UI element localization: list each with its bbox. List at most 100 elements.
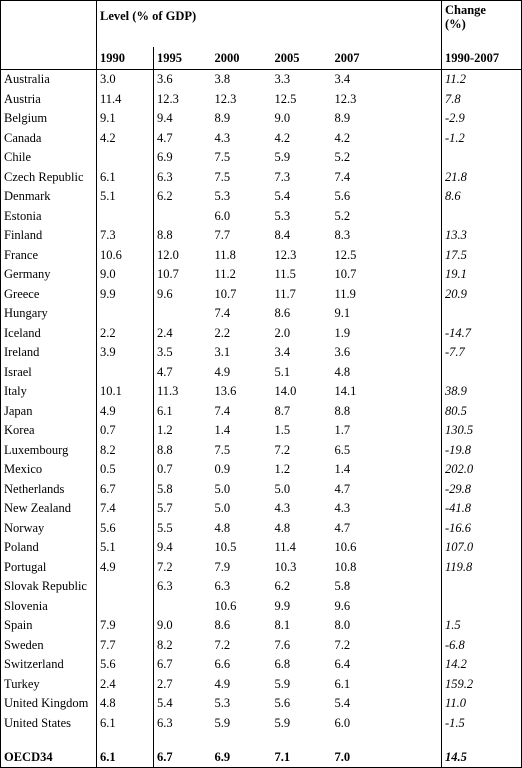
value-cell: 7.1 (271, 747, 332, 768)
value-cell: 10.7 (334, 267, 357, 282)
table-row: Korea 0.7 1.2 1.4 1.5 1.7 130.5 (0, 421, 522, 441)
value-cell: 5.5 (157, 520, 173, 535)
country-cell: Canada (0, 128, 97, 148)
value-cell: 10.7 (214, 286, 237, 301)
change-cell: -1.2 (441, 128, 522, 148)
table-row: Portugal 4.9 7.2 7.9 10.3 10.8 119.8 (0, 557, 522, 577)
value-cell: 10.6 (334, 540, 357, 555)
value-cell: 7.7 (96, 635, 154, 655)
country-cell: New Zealand (0, 499, 97, 519)
value-cell: 1.2 (274, 462, 291, 477)
value-cell: 7.2 (157, 559, 173, 574)
value-cell: 11.2 (214, 267, 236, 282)
value-cell: 9.4 (157, 111, 173, 126)
value-cell: 9.0 (96, 265, 154, 285)
country-cell: Turkey (0, 674, 97, 694)
change-cell: 80.5 (441, 401, 522, 421)
value-cell: 2.0 (274, 325, 291, 340)
country-cell: Germany (0, 265, 97, 285)
value-cell: 7.4 (334, 169, 351, 184)
country-cell: Italy (0, 382, 97, 402)
change-cell: 38.9 (441, 382, 522, 402)
value-cell: 9.1 (334, 306, 351, 321)
spacer-cell (212, 733, 272, 747)
change-cell (441, 304, 522, 324)
value-cell: 8.9 (334, 111, 351, 126)
value-cell: 12.3 (274, 247, 297, 262)
change-cell: 8.6 (441, 187, 522, 207)
value-cell: 6.0 (214, 208, 231, 223)
change-cell: 11.0 (441, 694, 522, 714)
value-cell: 6.7 (157, 657, 173, 672)
value-cell: 9.9 (96, 284, 154, 304)
value-cell: 6.6 (214, 657, 231, 672)
country-cell: Korea (0, 421, 97, 441)
value-cell: 5.6 (96, 655, 154, 675)
value-cell: 9.1 (96, 109, 154, 129)
country-cell: Luxembourg (0, 440, 97, 460)
table-row: Iceland 2.2 2.4 2.2 2.0 1.9 -14.7 (0, 323, 522, 343)
change-cell: 107.0 (441, 538, 522, 558)
change-cell: -7.7 (441, 343, 522, 363)
value-cell: 12.3 (334, 91, 357, 106)
value-cell: 4.8 (96, 694, 154, 714)
value-cell: 5.3 (274, 208, 291, 223)
value-cell: 4.9 (96, 401, 154, 421)
value-cell: 6.9 (211, 747, 272, 768)
value-cell: 7.5 (214, 442, 231, 457)
value-cell: 6.8 (274, 657, 291, 672)
change-cell: -19.8 (441, 440, 522, 460)
value-cell: 10.8 (334, 559, 357, 574)
country-cell: Poland (0, 538, 97, 558)
value-cell: 4.7 (157, 130, 173, 145)
spacer-cell (154, 733, 212, 747)
table-row: Ireland 3.9 3.5 3.1 3.4 3.6 -7.7 (0, 343, 522, 363)
value-cell: 0.9 (214, 462, 231, 477)
value-cell: 11.8 (214, 247, 236, 262)
value-cell: 10.6 (214, 598, 237, 613)
country-cell: Sweden (0, 635, 97, 655)
value-cell: 9.0 (274, 111, 291, 126)
country-cell: Switzerland (0, 655, 97, 675)
value-cell: 3.0 (96, 69, 154, 90)
value-cell: 7.5 (214, 150, 231, 165)
country-cell: Greece (0, 284, 97, 304)
value-cell: 6.7 (153, 747, 212, 768)
total-row: OECD34 6.1 6.7 6.9 7.1 7.0 14.5 (0, 747, 522, 768)
value-cell: 5.2 (334, 150, 351, 165)
value-cell: 5.6 (96, 518, 154, 538)
value-cell: 6.1 (96, 167, 154, 187)
value-cell: 4.8 (334, 364, 351, 379)
value-cell: 8.6 (214, 618, 231, 633)
country-cell: Austria (0, 89, 97, 109)
spacer-cell (441, 733, 522, 747)
value-cell: 4.2 (334, 130, 351, 145)
value-cell: 10.7 (157, 267, 179, 282)
value-cell: 11.5 (274, 267, 296, 282)
value-cell: 12.3 (157, 91, 179, 106)
value-cell: 7.2 (214, 637, 231, 652)
year-header: 2005 (271, 47, 332, 70)
value-cell: 13.6 (214, 384, 237, 399)
value-cell: 3.3 (274, 72, 291, 87)
change-cell: 19.1 (441, 265, 522, 285)
value-cell: 11.3 (157, 384, 179, 399)
country-cell: Chile (0, 148, 97, 168)
value-cell: 12.5 (274, 91, 297, 106)
value-cell: 5.9 (274, 150, 291, 165)
table-row: Finland 7.3 8.8 7.7 8.4 8.3 13.3 (0, 226, 522, 246)
table-row: United Kingdom 4.8 5.4 5.3 5.6 5.4 11.0 (0, 694, 522, 714)
country-cell: Denmark (0, 187, 97, 207)
value-cell: 5.2 (334, 208, 351, 223)
value-cell: 7.2 (334, 637, 351, 652)
table-row: Switzerland 5.6 6.7 6.6 6.8 6.4 14.2 (0, 655, 522, 675)
value-cell: 6.3 (157, 169, 173, 184)
country-cell: Norway (0, 518, 97, 538)
year-header: 2007 (331, 47, 442, 70)
value-cell: 5.4 (274, 189, 291, 204)
table-row: Netherlands 6.7 5.8 5.0 5.0 4.7 -29.8 (0, 479, 522, 499)
spacer-cell (96, 733, 154, 747)
value-cell: 4.9 (214, 364, 231, 379)
value-cell: 10.1 (96, 382, 154, 402)
table-row: Greece 9.9 9.6 10.7 11.7 11.9 20.9 (0, 284, 522, 304)
